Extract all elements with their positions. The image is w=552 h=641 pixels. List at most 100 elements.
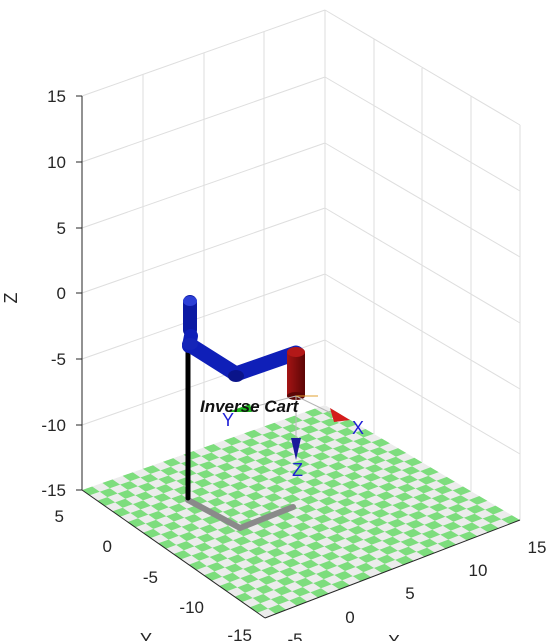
floor-tile [397,483,416,493]
floor-tile [155,484,174,494]
floor-tile [312,452,331,461]
floor-tile [392,501,411,510]
floor-tile [268,475,288,485]
x-tick-label: 0 [345,608,354,627]
floor-tile [294,450,313,460]
floor-tile [339,489,358,498]
floor-tile [225,499,244,508]
floor-tile [374,563,393,574]
y-tick-label: -15 [227,626,252,641]
floor-tile [420,467,439,476]
floor-tile [264,422,283,432]
floor-tile [270,595,290,605]
floor-tile [466,504,486,514]
floor-tile [115,498,133,508]
floor-tile [468,496,488,505]
floor-tile [308,532,327,542]
floor-tile [355,562,374,573]
floor-tile [233,536,252,546]
floor-tile [419,538,438,548]
floor-tile [485,505,504,515]
floor-tile [442,521,462,531]
floor-tile [235,464,254,473]
floor-tile [337,561,356,571]
floor-tile [217,525,236,535]
floor-tile [310,588,329,598]
floor-tile [332,444,352,454]
floor-tile [258,575,277,585]
floor-tile [381,473,400,483]
floor-tile [289,468,308,477]
x-tick-label: 15 [528,538,547,557]
floor-tile [399,475,418,484]
floor-tile [385,456,404,466]
floor-tile [297,568,317,578]
x-axis-title: X [388,632,400,641]
floor-tile [332,515,351,525]
x-tick-label: 5 [405,584,414,603]
floor-tile [191,551,210,561]
floor-tile [261,501,280,511]
floor-tile [445,512,464,522]
floor-tile [252,594,271,604]
y-axis-title: Y [140,630,152,641]
y-axis-tick-labels: 5 0 -5 -10 -15 [55,507,252,641]
floor-tile [367,455,386,465]
floor-tile [102,479,121,489]
floor-tile [203,444,222,453]
z-tick-label: -5 [51,350,66,369]
floor-tile [437,539,457,549]
floor-tile [206,562,225,572]
floor-tile [360,481,379,491]
floor-tile [334,571,353,581]
floor-tile [431,494,451,504]
floor-tile [389,510,409,519]
floor-tile [269,539,288,548]
floor-tile [262,431,281,440]
floor-tile [298,433,317,443]
y-tick-label: -5 [143,568,158,587]
floor-tile [253,465,272,475]
grid-back-wall-right [324,9,521,520]
floor-tile [284,415,303,424]
floor-tile [347,525,367,535]
floor-tile [271,466,290,476]
floor-tile [324,542,343,552]
floor-tile [300,425,319,434]
floor-tile [463,513,483,523]
floor-tile [447,504,467,513]
floor-tile [328,461,347,471]
floor-tile [201,452,220,462]
floor-tile [310,460,329,470]
z-axis-tick-labels: 15 10 5 0 -5 -10 -15 [41,87,66,500]
floor-tile [318,560,338,570]
floor-tile [410,502,430,511]
floor-tile [230,481,249,491]
floor-tile [251,537,270,547]
floor-tile [397,546,417,556]
floor-tile [290,531,309,541]
z-tick-label: 15 [47,87,66,106]
floor-tile [223,436,242,446]
floor-tile [371,438,390,448]
axis-box-edges [81,96,521,619]
floor-tile [196,469,215,479]
floor-tile [413,493,432,503]
floor-tile [415,484,435,494]
floor-tile [278,441,297,450]
floor-tile [191,487,210,497]
floor-tile [163,521,182,531]
floor-tile [292,522,312,532]
floor-tile [215,534,234,544]
y-tick-label: 5 [55,507,64,526]
floor-tile [158,475,177,485]
floor-tile [337,498,356,507]
floor-tile [227,554,246,564]
floor-tile [316,569,335,580]
floor-tile [452,486,472,496]
floor-tile [212,544,231,554]
floor-tile [318,496,338,506]
floor-tile [323,479,342,488]
